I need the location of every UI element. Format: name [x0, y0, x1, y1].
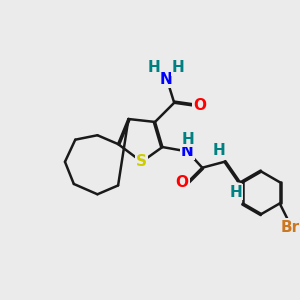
Text: H: H — [172, 60, 184, 75]
Text: H: H — [182, 132, 194, 147]
Text: H: H — [230, 185, 243, 200]
Text: H: H — [213, 143, 226, 158]
Text: N: N — [160, 72, 172, 87]
Text: H: H — [147, 60, 160, 75]
Text: N: N — [181, 144, 194, 159]
Text: S: S — [136, 154, 147, 169]
Text: Br: Br — [280, 220, 300, 235]
Text: O: O — [176, 175, 189, 190]
Text: O: O — [194, 98, 207, 113]
